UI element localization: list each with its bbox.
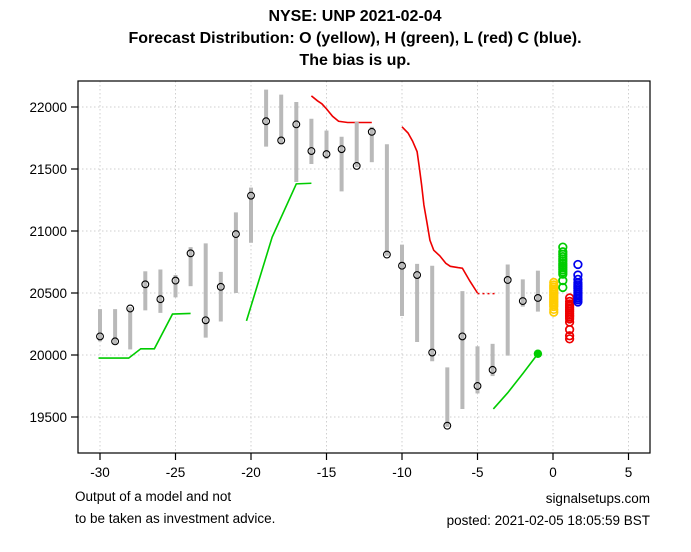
forecast-open-point — [549, 304, 559, 315]
y-tick-label: 20000 — [29, 348, 67, 363]
close-marker — [367, 127, 376, 136]
close-marker — [488, 365, 497, 374]
close-marker — [352, 161, 361, 170]
resistance-line-red — [310, 95, 372, 124]
forecast-low-point — [564, 331, 575, 341]
forecast-open-point — [549, 307, 559, 317]
y-tick-label: 21500 — [29, 162, 67, 177]
close-marker — [231, 230, 240, 239]
chart-subtitle-forecast-legend: Forecast Distribution: O (yellow), H (gr… — [128, 30, 582, 47]
forecast-high-point — [558, 282, 568, 293]
close-marker — [443, 421, 452, 430]
forecast-high-point — [558, 269, 568, 279]
close-marker — [186, 249, 195, 258]
close-marker — [216, 282, 225, 291]
chart-bias-statement: The bias is up. — [299, 52, 411, 69]
y-tick-label: 19500 — [29, 410, 67, 425]
support-line-end-dot — [533, 349, 543, 358]
close-marker — [398, 261, 406, 270]
x-tick-label: 0 — [549, 465, 557, 480]
close-marker — [337, 145, 346, 154]
forecast-open-point — [549, 301, 559, 312]
close-marker — [292, 120, 301, 129]
support-line-green — [492, 353, 539, 410]
forecast-low-point — [564, 324, 575, 335]
close-marker — [126, 304, 135, 313]
close-marker — [111, 337, 120, 346]
close-marker — [201, 316, 210, 325]
plot-area: -30 -25 -20 -15 -10 -5 0 5 19500 20000 20500 21000 2… — [29, 80, 651, 480]
close-marker — [413, 271, 422, 279]
support-line-green — [98, 312, 191, 359]
x-tick-label: -10 — [392, 465, 412, 480]
close-marker — [277, 136, 286, 145]
x-tick-label: -5 — [471, 465, 483, 480]
close-marker — [382, 250, 391, 259]
posted-timestamp: posted: 2021-02-05 18:05:59 BST — [446, 513, 650, 528]
plot-border — [77, 80, 651, 454]
close-marker — [473, 382, 482, 390]
close-marker — [428, 348, 437, 357]
x-tick-label: -30 — [90, 465, 110, 480]
forecast-close-point — [573, 259, 583, 270]
close-marker — [247, 191, 255, 200]
close-marker — [96, 332, 104, 341]
disclaimer-line1: Output of a model and not — [75, 489, 232, 504]
disclaimer-line2: to be taken as investment advice. — [75, 511, 276, 526]
y-tick-label: 22000 — [29, 100, 67, 115]
chart-title: NYSE: UNP 2021-02-04 — [268, 8, 442, 25]
forecast-low-point — [564, 314, 575, 324]
close-marker — [458, 332, 467, 341]
close-marker — [533, 294, 542, 302]
close-marker — [307, 147, 316, 155]
x-tick-label: -15 — [317, 465, 337, 480]
x-tick-label: -25 — [166, 465, 186, 480]
website-credit: signalsetups.com — [545, 491, 650, 506]
close-marker — [518, 297, 527, 306]
chart-title-block: NYSE: UNP 2021-02-04 Forecast Distributi… — [19, 6, 691, 72]
x-tick-label: 5 — [625, 465, 633, 480]
close-marker — [503, 276, 512, 284]
forecast-close-point — [573, 297, 583, 307]
close-marker — [322, 150, 331, 159]
y-tick-label: 20500 — [29, 286, 67, 301]
support-line-green — [245, 182, 312, 322]
forecast-low-point — [564, 334, 575, 344]
resistance-line-red — [401, 126, 479, 294]
y-tick-label: 21000 — [29, 224, 67, 239]
x-tick-label: -20 — [241, 465, 261, 480]
close-marker — [262, 117, 271, 126]
close-marker — [156, 295, 165, 304]
close-marker — [171, 276, 180, 285]
close-marker — [141, 280, 150, 289]
